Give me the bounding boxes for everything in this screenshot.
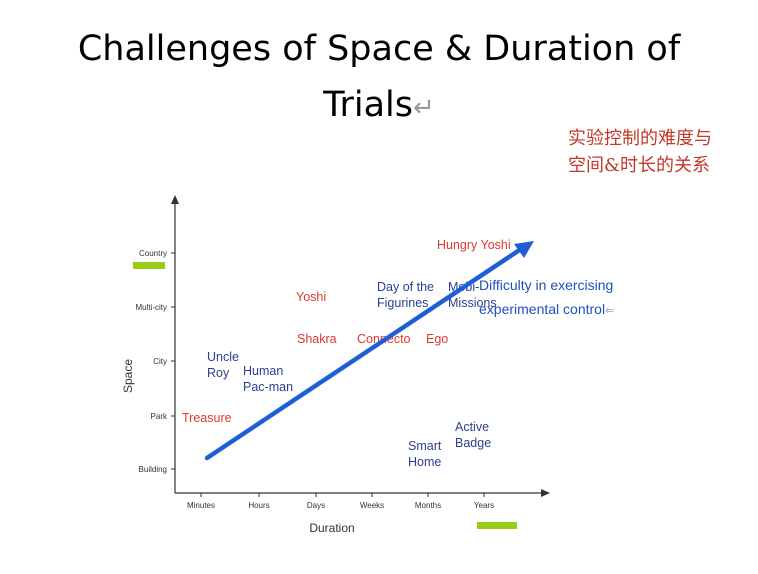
return-arrow-icon: ⇐	[605, 305, 614, 317]
x-axis-arrowhead	[541, 489, 550, 497]
x-axis-title: Duration	[309, 521, 354, 535]
point-label-line: Badge	[455, 436, 491, 450]
point-label-ego: Ego	[426, 332, 448, 346]
point-label-line: Active	[455, 420, 489, 434]
slide-title-line2: Trials↵	[0, 76, 758, 137]
country-highlight-bar	[133, 262, 165, 269]
point-label-line: Smart	[408, 439, 442, 453]
x-tick-label: Months	[415, 501, 441, 510]
point-label-line: Treasure	[182, 411, 232, 425]
point-label-line: Human	[243, 364, 283, 378]
point-label-smart-home: Smart Home	[408, 439, 442, 469]
point-label-line: Missions	[448, 296, 497, 310]
y-tick-label: City	[153, 357, 167, 366]
point-label-line: Hungry Yoshi	[437, 238, 511, 252]
return-mark-icon: ↵	[412, 93, 435, 123]
x-tick-label: Years	[474, 501, 494, 510]
point-label-active-badge: Active Badge	[455, 420, 491, 450]
point-label-hungry-yoshi: Hungry Yoshi	[437, 238, 511, 252]
y-tick-label: Park	[151, 412, 168, 421]
point-label-yoshi: Yoshi	[296, 290, 326, 304]
slide-title-text: Trials	[323, 85, 413, 125]
point-label-line: Uncle	[207, 350, 239, 364]
x-tick-label: Hours	[248, 501, 269, 510]
point-label-treasure: Treasure	[182, 411, 232, 425]
point-label-line: Day of the	[377, 280, 434, 294]
point-label-line: Yoshi	[296, 290, 326, 304]
years-highlight-bar	[477, 522, 517, 529]
difficulty-trend-arrow	[204, 246, 524, 461]
point-label-line: Figurines	[377, 296, 428, 310]
point-label-line: Shakra	[297, 332, 337, 346]
annotation-line1: Difficulty in exercising	[479, 277, 613, 293]
point-label-line: Pac-man	[243, 380, 293, 394]
y-tick-label: Country	[139, 249, 167, 258]
point-label-uncle-roy: Uncle Roy	[207, 350, 239, 380]
chinese-note-line2: 空间&时长的关系	[568, 155, 711, 176]
y-tick-label: Multi-city	[135, 303, 167, 312]
point-label-line: Home	[408, 455, 441, 469]
point-label-day-of-the-figurines: Day of the Figurines	[377, 280, 434, 310]
x-tick-label: Days	[307, 501, 325, 510]
slide-title-line1: Challenges of Space & Duration of	[77, 29, 681, 69]
point-label-human-pac-man: Human Pac-man	[243, 364, 293, 394]
difficulty-trend-arrowhead	[514, 241, 534, 258]
annotation-line2: experimental control⇐	[479, 301, 614, 317]
y-axis-arrowhead	[171, 195, 179, 204]
x-tick-label: Minutes	[187, 501, 215, 510]
point-label-line: Roy	[207, 366, 230, 380]
point-label-shakra: Shakra	[297, 332, 337, 346]
point-label-line: Ego	[426, 332, 448, 346]
y-axis-title: Space	[121, 359, 135, 393]
y-tick-label: Building	[139, 465, 167, 474]
chinese-note-line1: 实验控制的难度与	[568, 128, 712, 149]
x-tick-label: Weeks	[360, 501, 384, 510]
